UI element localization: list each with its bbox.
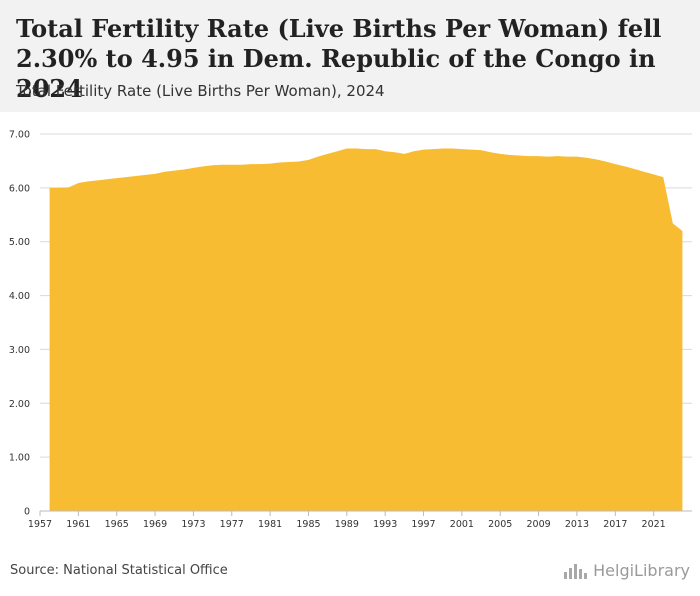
x-tick-label: 2013 — [565, 519, 589, 530]
source-note: Source: National Statistical Office — [10, 563, 228, 578]
area-series — [49, 148, 683, 511]
x-tick-label: 1957 — [28, 519, 52, 530]
brand-name: HelgiLibrary — [593, 560, 690, 580]
x-tick-label: 2017 — [603, 519, 627, 530]
x-tick-label: 1977 — [220, 519, 244, 530]
chart-area: 0 1.00 2.00 3.00 4.00 5.00 6.00 7.00 1957 1961 196… — [0, 112, 700, 552]
y-tick-label: 6.00 — [9, 183, 30, 194]
y-tick-label: 2.00 — [9, 399, 30, 410]
area-chart: 0 1.00 2.00 3.00 4.00 5.00 6.00 7.00 1957 1961 196… — [9, 130, 692, 530]
y-tick-label: 5.00 — [9, 237, 30, 248]
y-tick-label: 0 — [24, 507, 30, 518]
chart-subtitle: Total Fertility Rate (Live Births Per Wo… — [16, 82, 385, 100]
x-tick-label: 2005 — [488, 519, 512, 530]
x-tick-label: 1997 — [411, 519, 435, 530]
x-tick-label: 1969 — [143, 519, 167, 530]
x-tick-label: 1985 — [296, 519, 320, 530]
y-tick-label: 1.00 — [9, 453, 30, 464]
y-tick-label: 7.00 — [9, 130, 30, 141]
x-tick-label: 1981 — [258, 519, 282, 530]
header-band: Total Fertility Rate (Live Births Per Wo… — [0, 0, 700, 112]
y-tick-label: 3.00 — [9, 345, 30, 356]
x-tick-label: 1973 — [181, 519, 205, 530]
x-tick-label: 1965 — [105, 519, 129, 530]
brand-logo[interactable]: HelgiLibrary — [563, 560, 690, 580]
x-tick-label: 2021 — [642, 519, 666, 530]
helgi-library-icon — [564, 564, 588, 579]
x-tick-label: 1993 — [373, 519, 397, 530]
x-tick-label: 1989 — [335, 519, 359, 530]
x-tick-label: 1961 — [66, 519, 90, 530]
page-title: Total Fertility Rate (Live Births Per Wo… — [16, 14, 662, 103]
x-tick-label: 2001 — [450, 519, 474, 530]
y-tick-label: 4.00 — [9, 291, 30, 302]
x-tick-label: 2009 — [526, 519, 550, 530]
